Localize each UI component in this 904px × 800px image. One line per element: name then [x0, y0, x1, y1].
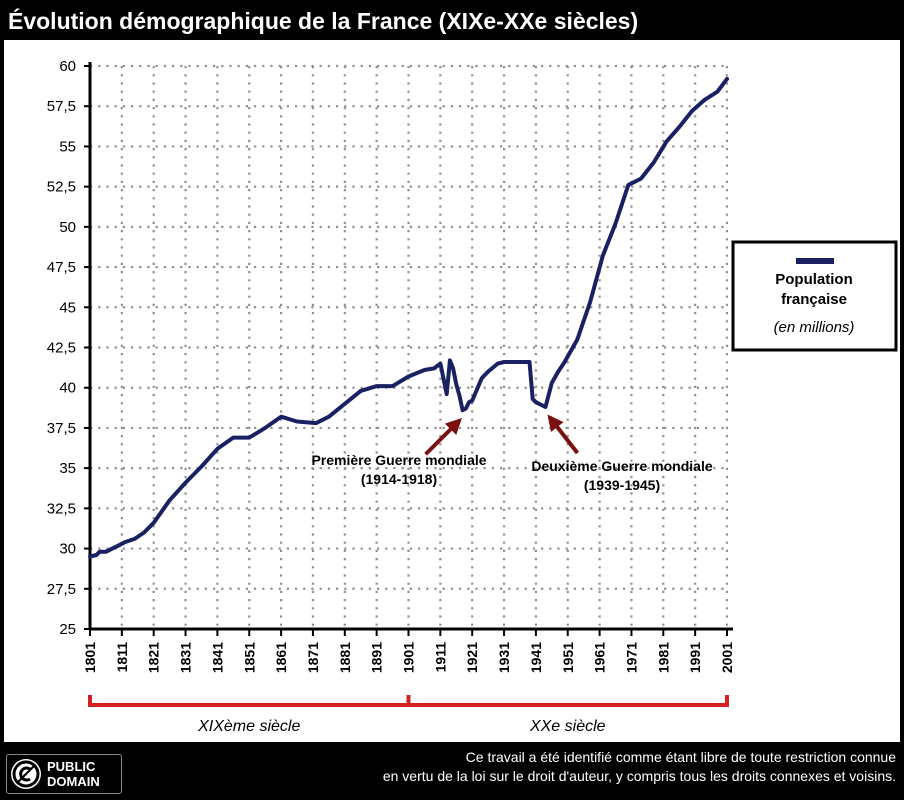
- y-tick-label: 57,5: [47, 98, 76, 115]
- grid: [90, 64, 729, 629]
- y-tick-label: 45: [59, 299, 76, 316]
- public-domain-badge[interactable]: PUBLIC DOMAIN: [6, 754, 122, 794]
- x-tick-label: 1871: [305, 642, 321, 673]
- x-tick-label: 1911: [432, 642, 448, 673]
- y-tick-label: 25: [59, 621, 76, 638]
- x-tick-label: 1861: [273, 642, 289, 673]
- ww1-years: (1914-1918): [361, 471, 437, 487]
- badge-line2: DOMAIN: [47, 774, 100, 789]
- x-tick-label: 1811: [114, 642, 130, 673]
- x-tick-label: 1841: [209, 642, 225, 673]
- public-domain-icon: [11, 759, 41, 789]
- legend-label-line1: Population: [775, 271, 853, 288]
- license-line1: Ce travail a été identifié comme étant l…: [465, 749, 896, 765]
- ww1-arrow: [424, 417, 462, 456]
- y-tick-label: 30: [59, 541, 76, 558]
- y-tick-label: 55: [59, 138, 76, 155]
- x-tick-label: 1801: [82, 642, 98, 673]
- y-tick-label: 60: [59, 58, 76, 75]
- chart-svg: 25 27,5 30 32,5 35 37,5 40 42,5 45 47,5 50 52,5 55 57…: [47, 58, 898, 735]
- chart-title: Évolution démographique de la France (XI…: [8, 8, 639, 34]
- x-tick-label: 1921: [464, 642, 480, 673]
- x-tick-label: 1981: [655, 642, 671, 673]
- x-tick-label: 1951: [560, 642, 576, 673]
- x-tick-label: 2001: [719, 642, 735, 673]
- axes: [84, 62, 733, 636]
- series: [88, 76, 729, 559]
- period-20th-century: XXe siècle: [406, 695, 729, 735]
- annotations: Première Guerre mondiale (1914-1918) Deuxi…: [311, 414, 713, 493]
- x-tick-label: 1901: [401, 642, 417, 673]
- x-tick-label: 1851: [241, 642, 257, 673]
- x-axis-ticks: 1801 1811 1821 1831 1841 1851 1861 1871 1881 1891…: [82, 642, 735, 673]
- x-tick-label: 1931: [496, 642, 512, 673]
- x-tick-label: 1881: [337, 642, 353, 673]
- y-tick-label: 37,5: [47, 420, 76, 437]
- ww1-label: Première Guerre mondiale: [311, 452, 486, 468]
- y-tick-label: 32,5: [47, 500, 76, 517]
- chart-panel: 25 27,5 30 32,5 35 37,5 40 42,5 45 47,5 50 52,5 55 57…: [4, 40, 900, 742]
- y-tick-label: 42,5: [47, 340, 76, 357]
- x-tick-label: 1941: [528, 642, 544, 673]
- license-notice: Ce travail a été identifié comme étant l…: [256, 748, 896, 786]
- license-line2: en vertu de la loi sur le droit d'auteur…: [382, 768, 896, 784]
- ww2-years: (1939-1945): [584, 477, 660, 493]
- legend-unit: (en millions): [774, 319, 855, 336]
- y-tick-label: 35: [59, 460, 76, 477]
- x-tick-label: 1961: [592, 642, 608, 673]
- x-tick-label: 1831: [178, 642, 194, 673]
- ww2-arrow: [547, 414, 580, 455]
- legend-swatch: [796, 258, 834, 264]
- y-tick-label: 50: [59, 219, 76, 236]
- period-label: XIXème siècle: [197, 718, 300, 735]
- legend-label-line2: française: [781, 291, 847, 308]
- x-tick-label: 1991: [687, 642, 703, 673]
- y-axis-ticks: 25 27,5 30 32,5 35 37,5 40 42,5 45 47,5 50 52,5 55 57…: [47, 58, 76, 638]
- x-tick-label: 1821: [146, 642, 162, 673]
- period-19th-century: XIXème siècle: [88, 695, 411, 735]
- population-line: [88, 76, 729, 559]
- y-tick-label: 40: [59, 380, 76, 397]
- period-brackets: XIXème siècle XXe siècle: [88, 695, 729, 735]
- legend: Population française (en millions): [731, 240, 898, 352]
- x-tick-label: 1891: [369, 642, 385, 673]
- x-tick-label: 1971: [623, 642, 639, 673]
- period-label: XXe siècle: [529, 718, 606, 735]
- badge-line1: PUBLIC: [47, 759, 96, 774]
- ww2-label: Deuxième Guerre mondiale: [531, 458, 713, 474]
- y-tick-label: 47,5: [47, 259, 76, 276]
- y-tick-label: 52,5: [47, 179, 76, 196]
- y-tick-label: 27,5: [47, 581, 76, 598]
- badge-text: PUBLIC DOMAIN: [47, 759, 100, 789]
